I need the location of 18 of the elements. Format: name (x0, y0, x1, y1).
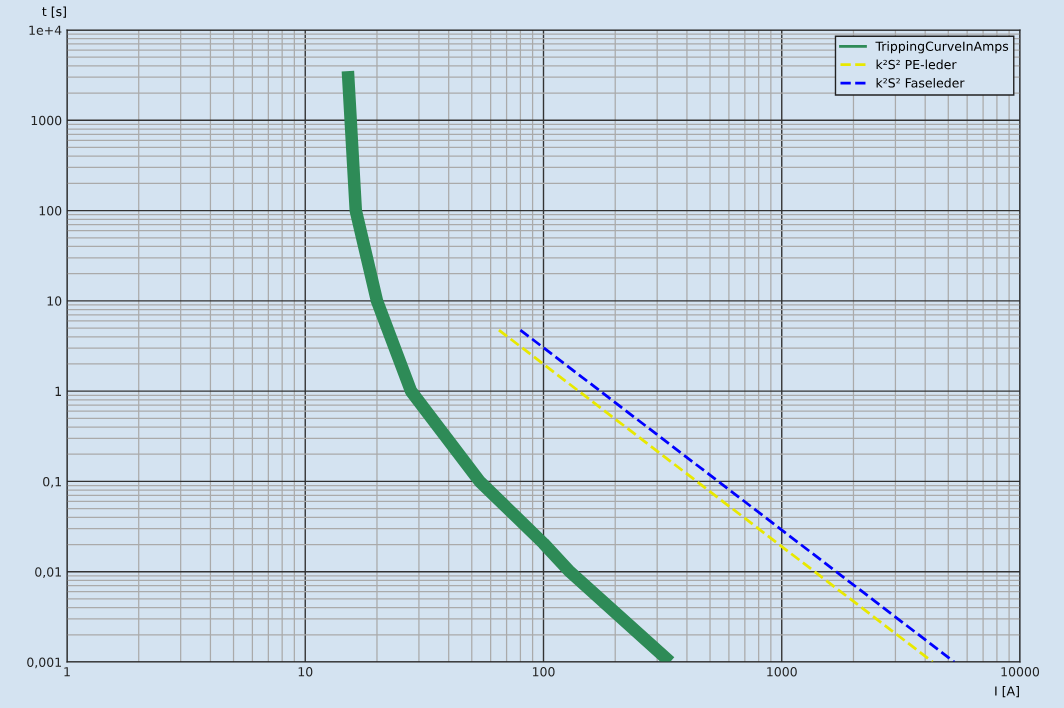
x-tick-label: 1 (64, 667, 70, 677)
legend-label: k²S² PE-leder (876, 59, 957, 70)
legend-label: TrippingCurveInAmps (875, 41, 1009, 54)
x-tick-label: 10000 (1001, 667, 1040, 677)
legend-label: k²S² Faseleder (876, 77, 965, 88)
y-tick-label: 1e+4 (29, 25, 62, 35)
x-tick-label: 10 (298, 667, 313, 677)
y-tick-label: 0,01 (35, 567, 61, 578)
x-tick-label: 1000 (767, 667, 797, 677)
y-tick-label: 0,1 (43, 476, 61, 488)
y-tick-label: 0,001 (27, 657, 61, 669)
y-axis-title: t [s] (42, 6, 66, 18)
y-tick-label: 1000 (31, 115, 62, 126)
y-tick-label: 1 (55, 386, 61, 396)
x-axis-title: I [A] (995, 686, 1019, 698)
y-tick-label: 10 (47, 296, 62, 306)
y-tick-label: 100 (39, 206, 62, 216)
x-tick-label: 100 (532, 667, 555, 677)
